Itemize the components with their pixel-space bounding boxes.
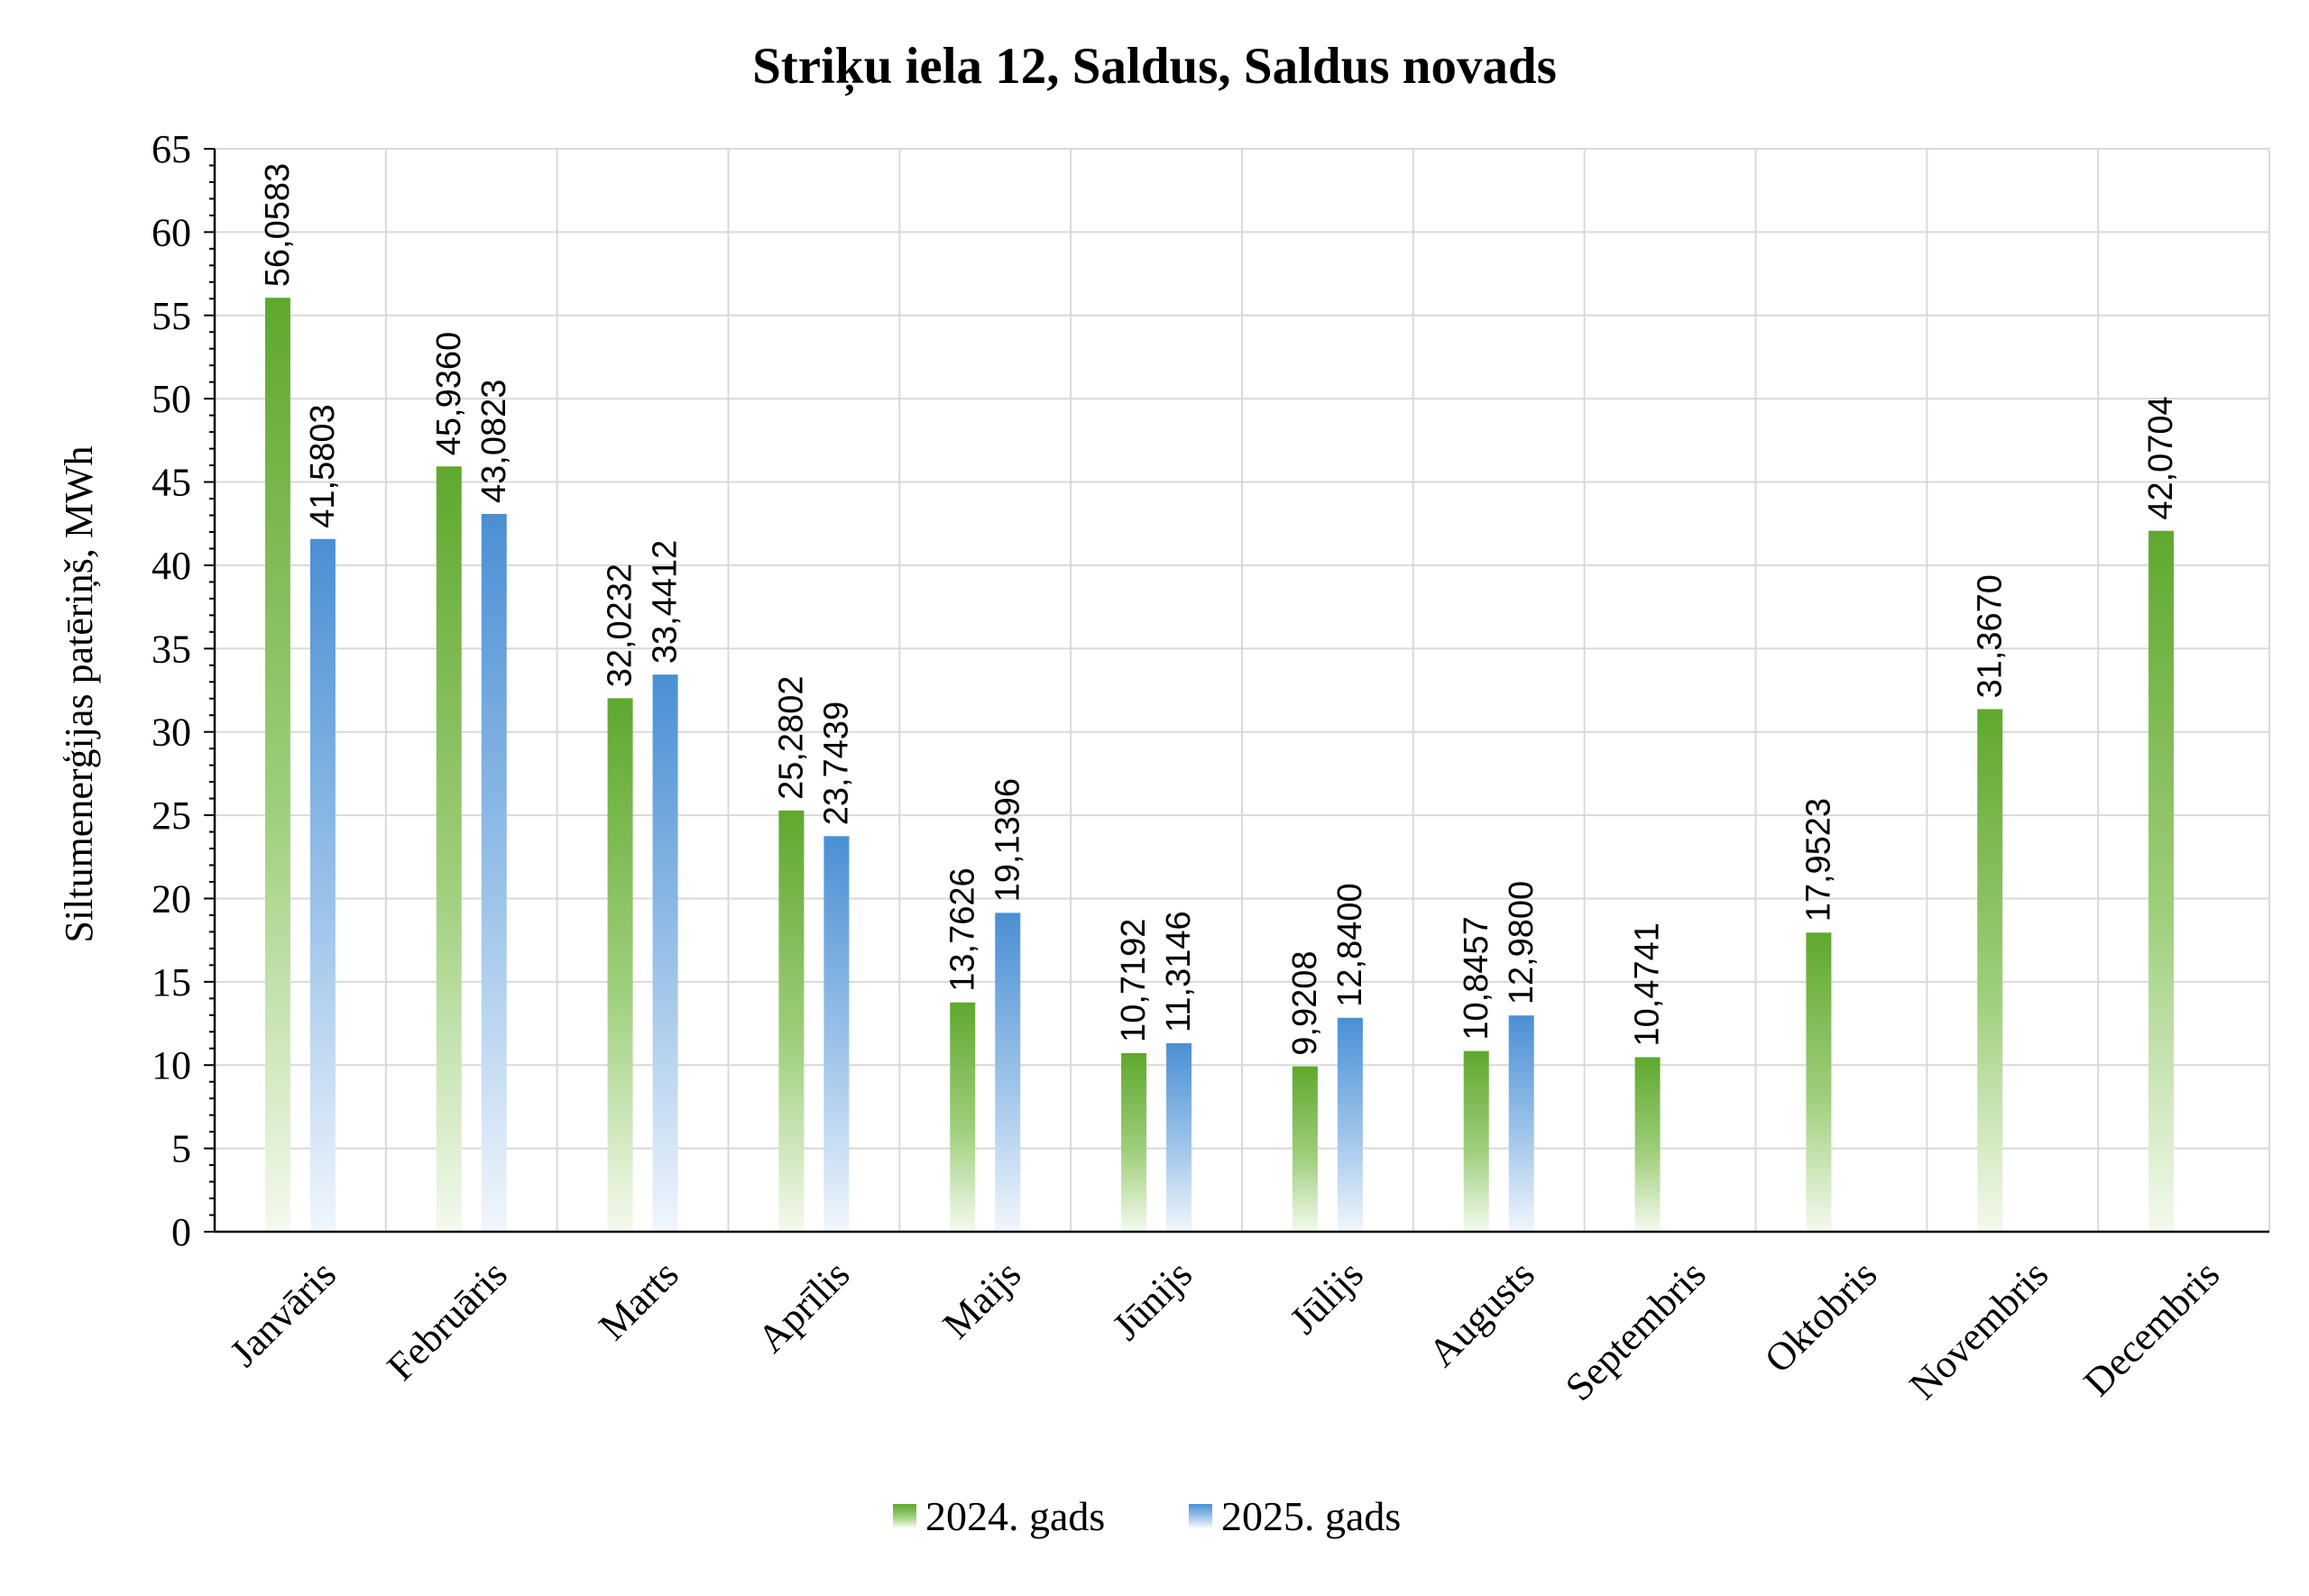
bar-2025 xyxy=(823,836,850,1232)
bar-2024 xyxy=(264,298,290,1232)
x-tick-label: Aprīlis xyxy=(749,1252,858,1361)
legend-swatch xyxy=(1189,1504,1212,1527)
gridlines xyxy=(215,148,2270,1232)
y-tick-label: 20 xyxy=(152,876,191,921)
legend-label: 2025. gads xyxy=(1221,1493,1401,1539)
data-label: 41,5803 xyxy=(304,404,342,527)
data-label: 13,7626 xyxy=(943,867,981,991)
data-label: 11,3146 xyxy=(1160,911,1198,1032)
bar-2024 xyxy=(607,698,633,1232)
bar-2025 xyxy=(652,674,678,1232)
x-tick-label: Septembris xyxy=(1557,1252,1715,1409)
data-labels: 56,0583 45,9360 32,0232 25,2802 13,7626 10,71… xyxy=(259,163,2180,1056)
bar-2024 xyxy=(950,1002,976,1232)
legend-item: 2024. gads xyxy=(893,1493,1105,1539)
bar-2024 xyxy=(1977,709,2003,1232)
y-tick-label: 15 xyxy=(152,960,191,1004)
data-label: 43,0823 xyxy=(475,380,513,503)
bar-2024 xyxy=(436,466,462,1232)
y-tick-label: 55 xyxy=(152,294,191,338)
data-label: 10,8457 xyxy=(1458,916,1495,1040)
bar-2024 xyxy=(1292,1066,1318,1232)
y-tick-label: 45 xyxy=(152,461,191,505)
data-label: 25,2802 xyxy=(772,676,810,800)
bar-2025 xyxy=(1337,1017,1363,1232)
x-tick-label: Jūnijs xyxy=(1104,1252,1200,1348)
data-label: 12,9800 xyxy=(1503,881,1541,1004)
y-tick-label: 50 xyxy=(152,377,191,421)
data-label: 17,9523 xyxy=(1799,798,1837,922)
x-tick-label: Maijs xyxy=(934,1252,1030,1347)
data-label: 10,7192 xyxy=(1115,919,1153,1042)
x-tick-label: Februāris xyxy=(379,1252,516,1389)
bar-2025 xyxy=(995,913,1021,1232)
data-label: 32,0232 xyxy=(602,564,639,687)
x-tick-label: Novembris xyxy=(1900,1252,2056,1408)
legend-item: 2025. gads xyxy=(1189,1493,1401,1539)
data-label: 19,1396 xyxy=(989,778,1026,902)
x-tick-label: Marts xyxy=(590,1252,686,1348)
bar-2024 xyxy=(1463,1050,1489,1232)
x-tick-label: Augusts xyxy=(1420,1252,1543,1375)
y-tick-label: 60 xyxy=(152,210,191,254)
legend: 2024. gads 2025. gads xyxy=(893,1493,1401,1539)
x-tick-label: Oktobris xyxy=(1756,1252,1886,1381)
data-label: 56,0583 xyxy=(259,163,297,287)
data-label: 33,4412 xyxy=(647,540,685,664)
legend-label: 2024. gads xyxy=(925,1493,1105,1539)
y-tick-label: 35 xyxy=(152,627,191,671)
x-tick-label: Decembris xyxy=(2075,1252,2228,1404)
x-tick-label: Janvāris xyxy=(221,1252,345,1375)
y-tick-label: 10 xyxy=(152,1043,191,1087)
data-label: 10,4741 xyxy=(1629,922,1667,1046)
bar-2024 xyxy=(778,810,805,1232)
y-tick-label: 40 xyxy=(152,544,191,588)
bars xyxy=(264,298,2175,1232)
y-tick-label: 5 xyxy=(171,1127,191,1171)
axes: 0 5 10 15 20 25 30 35 40 45 50 55 60 65 Janvāris Februā… xyxy=(152,127,2269,1409)
data-label: 12,8400 xyxy=(1331,883,1369,1006)
x-tick-label: Jūlijs xyxy=(1282,1252,1372,1342)
legend-swatch xyxy=(893,1504,916,1527)
bar-2025 xyxy=(481,513,507,1232)
y-tick-label: 25 xyxy=(152,793,191,838)
y-tick-label: 30 xyxy=(152,711,191,755)
y-axis-label: Siltumenerģijas patēriņš, MWh xyxy=(57,445,101,942)
bar-2025 xyxy=(1166,1042,1192,1232)
bar-2024 xyxy=(1121,1052,1147,1232)
data-label: 9,9208 xyxy=(1286,950,1324,1055)
data-label: 42,0704 xyxy=(2142,396,2180,519)
bar-2025 xyxy=(309,538,336,1232)
y-tick-label: 65 xyxy=(152,127,191,171)
bar-2024 xyxy=(1634,1057,1660,1232)
bar-2024 xyxy=(2148,530,2175,1232)
bar-2024 xyxy=(1806,932,1832,1232)
y-tick-label: 0 xyxy=(171,1210,191,1254)
chart-title: Striķu iela 12, Saldus, Saldus novads xyxy=(752,38,1557,96)
data-label: 45,9360 xyxy=(430,332,468,455)
data-label: 23,7439 xyxy=(817,702,855,825)
data-label: 31,3670 xyxy=(1971,574,2009,698)
bar-2025 xyxy=(1508,1015,1534,1232)
